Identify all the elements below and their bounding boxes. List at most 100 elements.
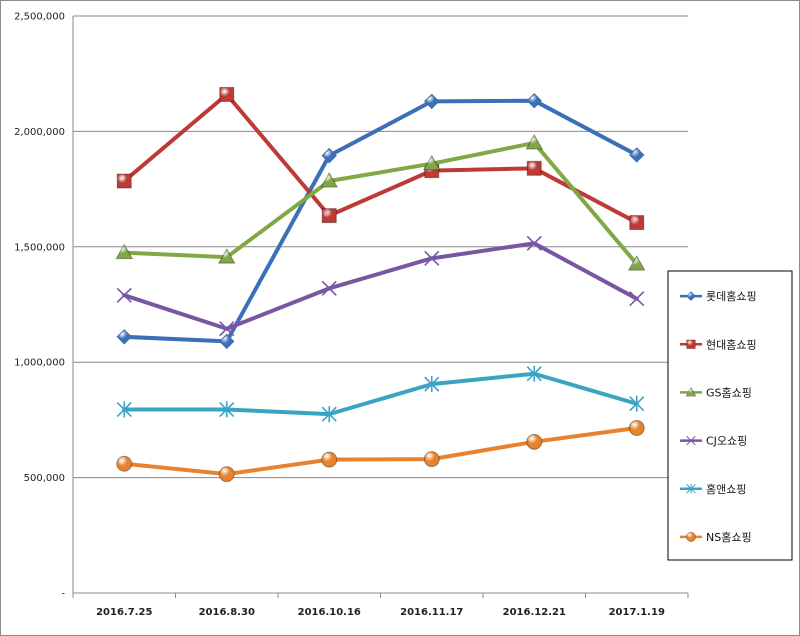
legend-label: 현대홈쇼핑 — [706, 337, 757, 351]
marker-shape — [686, 291, 696, 301]
marker-shape — [627, 255, 646, 271]
marker-shape — [686, 435, 696, 446]
marker-shape — [219, 86, 235, 102]
legend-item: CJ오쇼핑 — [680, 435, 747, 448]
data-point — [628, 419, 645, 436]
legend-label: NS홈쇼핑 — [706, 530, 752, 544]
legend-item: GS홈쇼핑 — [680, 385, 752, 399]
series-5 — [116, 365, 645, 423]
series-1 — [116, 92, 645, 350]
marker-shape — [629, 215, 645, 231]
data-point — [423, 451, 440, 468]
data-point — [218, 466, 235, 483]
marker-shape — [422, 154, 441, 171]
marker-shape — [629, 147, 645, 163]
marker-shape — [685, 386, 697, 397]
legend-marker — [686, 483, 696, 494]
data-point — [116, 401, 132, 418]
marker-shape — [526, 235, 542, 251]
data-point — [629, 147, 645, 163]
marker-shape — [423, 451, 440, 468]
legend-marker — [686, 531, 696, 542]
marker-shape — [526, 92, 542, 109]
marker-shape — [525, 133, 544, 150]
y-tick-label: 500,000 — [24, 473, 65, 484]
data-point — [422, 154, 441, 171]
data-point — [627, 255, 646, 271]
marker-shape — [321, 208, 337, 224]
marker-shape — [321, 280, 337, 296]
marker-shape — [116, 329, 132, 345]
marker-shape — [424, 93, 440, 110]
series-line — [122, 92, 639, 225]
x-tick-label: 2017.1.19 — [609, 607, 665, 618]
marker-shape — [219, 333, 235, 350]
series-line — [122, 241, 639, 331]
data-point — [321, 147, 337, 164]
legend-marker — [686, 435, 696, 446]
data-point — [526, 92, 542, 109]
data-point — [321, 208, 337, 224]
x-tick-label: 2016.11.17 — [400, 607, 463, 618]
data-point — [629, 395, 645, 412]
data-point — [219, 333, 235, 350]
data-point — [116, 455, 133, 472]
legend-box — [667, 270, 793, 561]
legend-marker-shape — [686, 291, 696, 301]
y-tick-label: - — [61, 589, 65, 600]
marker-shape — [628, 419, 645, 436]
marker-shape — [526, 160, 542, 176]
marker-shape — [629, 291, 645, 307]
data-point — [321, 280, 337, 296]
x-tick-label: 2016.12.21 — [503, 607, 566, 618]
marker-shape — [116, 287, 132, 303]
series-2 — [116, 86, 645, 231]
series-line — [122, 371, 639, 417]
legend-marker-shape — [686, 339, 696, 349]
legend-marker — [685, 386, 697, 397]
legend-marker-shape — [686, 483, 696, 494]
data-point — [629, 291, 645, 307]
data-point — [217, 248, 236, 264]
series-line — [122, 140, 639, 267]
legend-label: 롯데홈쇼핑 — [706, 289, 757, 303]
marker-shape — [321, 147, 337, 164]
legend-item: 현대홈쇼핑 — [680, 337, 757, 351]
data-point — [321, 406, 337, 423]
data-point — [525, 133, 544, 150]
marker-shape — [218, 466, 235, 483]
legend-item: 롯데홈쇼핑 — [680, 289, 757, 303]
legend-item: 홈앤쇼핑 — [680, 482, 746, 496]
marker-shape — [526, 433, 543, 450]
data-point — [116, 287, 132, 303]
y-tick-label: 2,500,000 — [14, 12, 65, 23]
data-point — [526, 235, 542, 251]
y-tick-label: 2,000,000 — [14, 127, 65, 138]
data-point — [526, 160, 542, 176]
x-tick-label: 2016.10.16 — [298, 607, 361, 618]
marker-shape — [116, 173, 132, 189]
data-point — [424, 250, 440, 266]
x-tick-label: 2016.8.30 — [199, 607, 255, 618]
legend-marker-shape — [685, 386, 697, 397]
marker-shape — [686, 531, 696, 542]
data-point — [115, 243, 134, 260]
series-line — [122, 98, 639, 344]
marker-shape — [219, 321, 235, 337]
y-tick-label: 1,000,000 — [14, 358, 65, 369]
marker-shape — [217, 248, 236, 264]
data-point — [320, 172, 339, 188]
marker-shape — [321, 451, 338, 468]
series-6 — [116, 419, 645, 483]
series-line — [122, 425, 639, 477]
data-point — [321, 451, 338, 468]
series-3 — [115, 133, 646, 271]
data-point — [219, 321, 235, 337]
x-tick-label: 2016.7.25 — [96, 607, 152, 618]
legend-marker — [686, 291, 696, 301]
legend-label: GS홈쇼핑 — [706, 385, 752, 399]
series-4 — [116, 235, 645, 337]
legend-marker-shape — [686, 435, 696, 446]
y-tick-label: 1,500,000 — [14, 242, 65, 253]
